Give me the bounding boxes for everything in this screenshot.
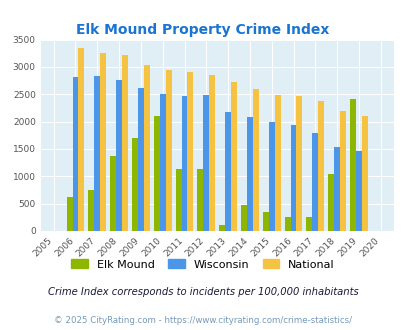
Bar bbox=[165, 70, 171, 231]
Text: Elk Mound Property Crime Index: Elk Mound Property Crime Index bbox=[76, 23, 329, 37]
Bar bbox=[175, 169, 181, 231]
Bar bbox=[328, 174, 333, 231]
Bar bbox=[339, 111, 345, 231]
Bar bbox=[203, 95, 209, 231]
Bar bbox=[349, 99, 355, 231]
Bar bbox=[361, 115, 367, 231]
Bar bbox=[197, 169, 203, 231]
Bar bbox=[230, 82, 237, 231]
Bar bbox=[132, 138, 138, 231]
Text: © 2025 CityRating.com - https://www.cityrating.com/crime-statistics/: © 2025 CityRating.com - https://www.city… bbox=[54, 315, 351, 325]
Bar bbox=[100, 53, 106, 231]
Bar bbox=[181, 96, 187, 231]
Bar bbox=[88, 190, 94, 231]
Bar bbox=[311, 133, 318, 231]
Bar bbox=[138, 88, 143, 231]
Bar bbox=[333, 147, 339, 231]
Bar bbox=[110, 156, 116, 231]
Bar bbox=[116, 80, 122, 231]
Bar bbox=[143, 65, 149, 231]
Bar bbox=[268, 122, 274, 231]
Bar bbox=[219, 225, 225, 231]
Bar bbox=[122, 55, 128, 231]
Bar bbox=[94, 76, 100, 231]
Legend: Elk Mound, Wisconsin, National: Elk Mound, Wisconsin, National bbox=[67, 255, 338, 274]
Bar bbox=[355, 151, 361, 231]
Bar bbox=[209, 75, 215, 231]
Bar bbox=[306, 217, 311, 231]
Bar bbox=[284, 217, 290, 231]
Bar bbox=[78, 49, 84, 231]
Bar bbox=[72, 77, 78, 231]
Bar bbox=[262, 212, 268, 231]
Bar bbox=[159, 94, 165, 231]
Bar bbox=[318, 101, 323, 231]
Bar bbox=[252, 89, 258, 231]
Text: Crime Index corresponds to incidents per 100,000 inhabitants: Crime Index corresponds to incidents per… bbox=[47, 287, 358, 297]
Bar bbox=[66, 197, 72, 231]
Bar bbox=[241, 205, 246, 231]
Bar bbox=[246, 117, 252, 231]
Bar bbox=[274, 95, 280, 231]
Bar bbox=[290, 125, 296, 231]
Bar bbox=[296, 96, 302, 231]
Bar bbox=[225, 112, 230, 231]
Bar bbox=[187, 72, 193, 231]
Bar bbox=[153, 116, 159, 231]
